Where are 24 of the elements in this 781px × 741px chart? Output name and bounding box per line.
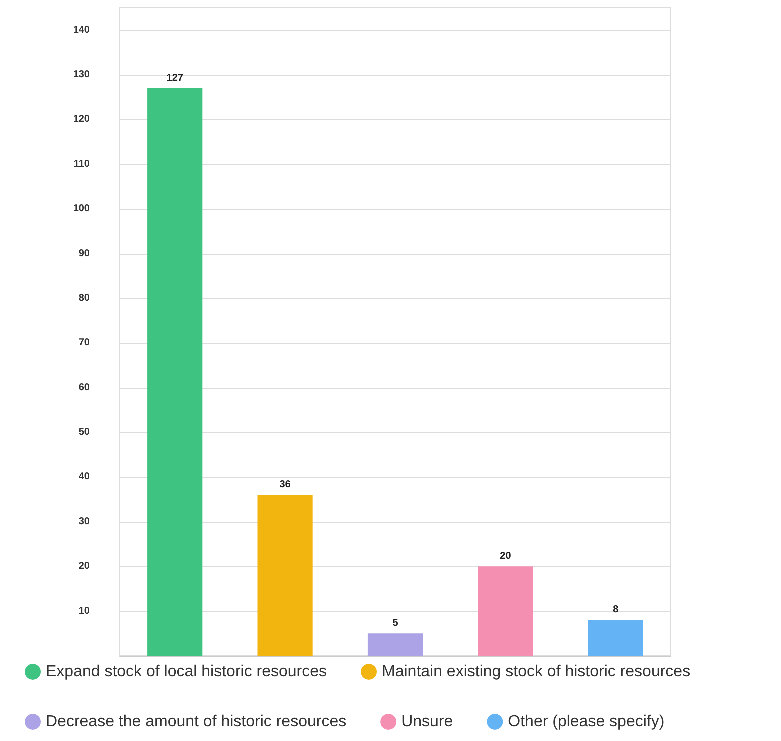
y-tick-label: 20 bbox=[78, 561, 90, 572]
y-tick-label: 120 bbox=[73, 114, 90, 126]
y-tick-label: 100 bbox=[73, 204, 90, 215]
data-label: 8 bbox=[613, 604, 620, 616]
y-tick-label: 60 bbox=[78, 382, 90, 394]
y-tick-label: 80 bbox=[78, 292, 90, 304]
data-label: 36 bbox=[280, 480, 292, 491]
y-tick-label: 140 bbox=[73, 24, 90, 36]
y-tick-label: 50 bbox=[78, 427, 90, 438]
data-label: 5 bbox=[392, 618, 399, 630]
y-tick-label: 130 bbox=[73, 70, 90, 81]
y-tick-label: 40 bbox=[78, 472, 90, 483]
legend-label: Expand stock of local historic resources bbox=[46, 664, 328, 680]
y-tick-label: 70 bbox=[78, 338, 90, 349]
legend-label: Decrease the amount of historic resources bbox=[46, 714, 347, 730]
data-label: 20 bbox=[500, 551, 512, 562]
y-tick-label: 10 bbox=[78, 606, 90, 617]
y-tick-label: 90 bbox=[78, 248, 90, 260]
legend-label: Other (please specify) bbox=[508, 714, 665, 730]
y-tick-label: 30 bbox=[78, 516, 90, 528]
y-tick-label: 110 bbox=[74, 158, 90, 170]
legend-label: Unsure bbox=[402, 714, 454, 730]
legend-label: Maintain existing stock of historic resources bbox=[382, 664, 691, 680]
data-label: 127 bbox=[166, 72, 184, 84]
